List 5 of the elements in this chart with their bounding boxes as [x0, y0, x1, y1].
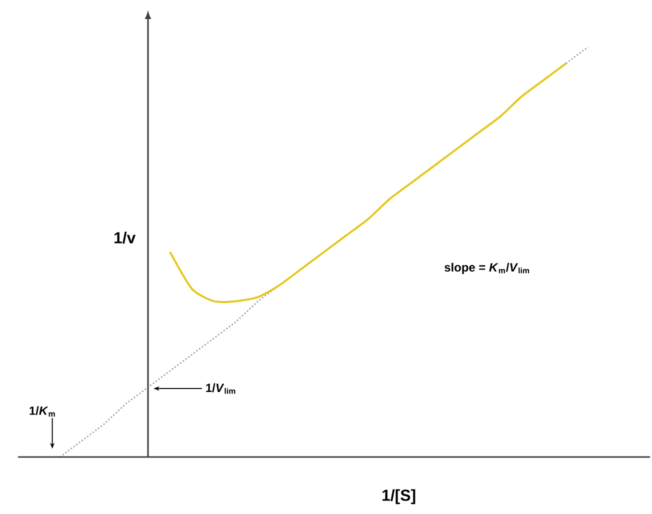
annotation: 1/K$_{m}$	[30, 406, 55, 417]
y-axis-title: 1/v	[114, 232, 136, 244]
annotation: slope = K$_{m}$/V$_{lim}$	[444, 262, 530, 274]
x-axis-title: 1/[S]	[382, 489, 416, 504]
annotation: 1/V$_{lim}$	[206, 383, 236, 394]
